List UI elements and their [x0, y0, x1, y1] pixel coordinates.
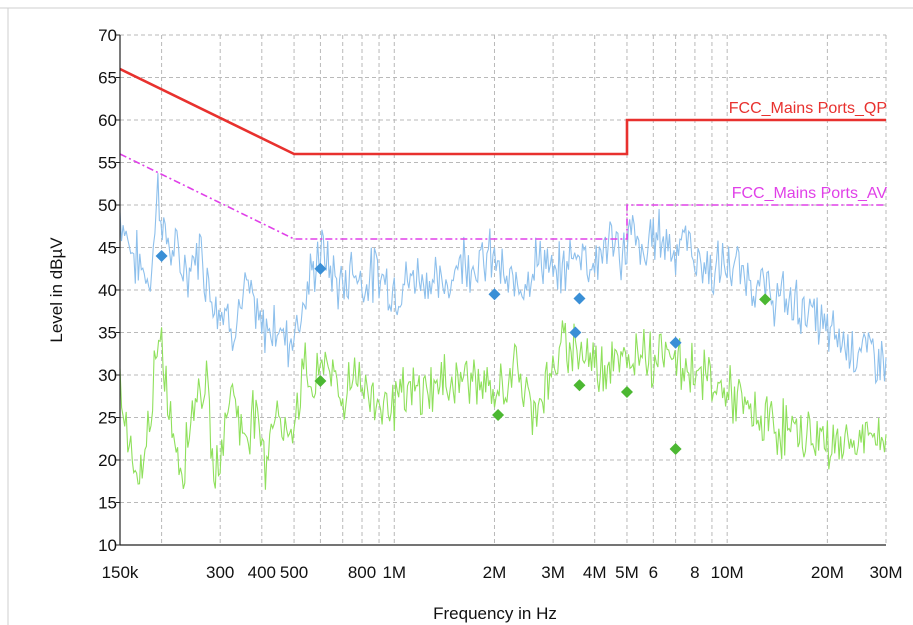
average-marker	[573, 379, 586, 392]
measurement-traces	[119, 173, 887, 490]
x-tick-label: 500	[280, 563, 308, 582]
y-tick-label: 55	[98, 154, 117, 173]
x-tick-label: 150k	[102, 563, 139, 582]
peak-marker	[155, 250, 168, 262]
average-marker	[620, 386, 633, 398]
x-tick-label: 1M	[382, 563, 406, 582]
peak-marker	[488, 288, 501, 301]
x-tick-label: 5M	[615, 563, 639, 582]
x-tick-label: 4M	[583, 563, 607, 582]
peak-marker	[573, 292, 586, 305]
axes	[116, 34, 886, 546]
measurement-markers	[155, 250, 772, 455]
y-tick-label: 35	[98, 324, 117, 343]
limit-label-qp: FCC_Mains Ports_QP	[729, 100, 887, 117]
y-tick-label: 25	[98, 409, 117, 428]
y-tick-label: 50	[98, 196, 117, 215]
average-marker	[314, 374, 327, 387]
limit-line-av	[119, 153, 886, 240]
x-tick-label: 2M	[483, 563, 507, 582]
average-marker	[669, 442, 682, 455]
x-tick-label: 3M	[541, 563, 565, 582]
peak-marker	[669, 336, 682, 349]
y-axis-label: Level in dBµV	[47, 237, 66, 343]
limit-label-av: FCC_Mains Ports_AV	[732, 185, 888, 202]
limit-lines: FCC_Mains Ports_QP FCC_Mains Ports_AV	[119, 67, 888, 240]
x-tick-label: 20M	[811, 563, 844, 582]
y-tick-label: 45	[98, 239, 117, 258]
y-tick-labels: 10 15 20 25 30 35 40 45 50 55 60 65 70	[98, 26, 117, 555]
y-tick-label: 40	[98, 281, 117, 300]
y-tick-label: 20	[98, 451, 117, 470]
peak-marker	[569, 326, 582, 339]
y-tick-label: 60	[98, 111, 117, 130]
y-tick-label: 65	[98, 69, 117, 88]
x-tick-label: 800	[348, 563, 376, 582]
average-marker	[759, 293, 772, 306]
y-tick-label: 15	[98, 494, 117, 513]
x-tick-label: 8	[690, 563, 699, 582]
y-tick-label: 10	[98, 536, 117, 555]
y-tick-label: 70	[98, 26, 117, 45]
x-axis-label: Frequency in Hz	[433, 604, 557, 623]
x-tick-label: 300	[206, 563, 234, 582]
limit-line-qp	[119, 67, 886, 156]
x-tick-label: 30M	[869, 563, 902, 582]
peak-trace	[119, 173, 887, 385]
peak-marker	[314, 262, 327, 275]
x-tick-label: 6	[649, 563, 658, 582]
y-tick-label: 30	[98, 366, 117, 385]
x-tick-label: 10M	[711, 563, 744, 582]
average-trace	[119, 320, 887, 490]
x-tick-labels: 150k 300 400 500 800 1M 2M 3M 4M 5M 6 8 10M 20M 30M	[102, 563, 903, 582]
x-tick-label: 400	[248, 563, 276, 582]
average-marker	[492, 408, 505, 421]
